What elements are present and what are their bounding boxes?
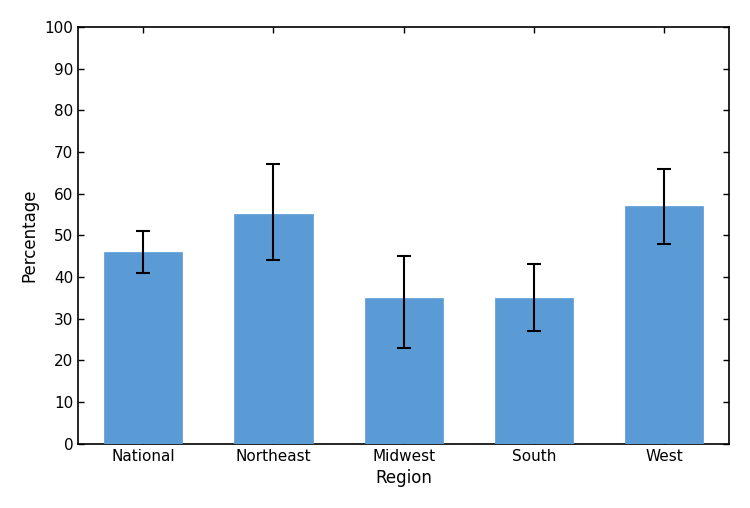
Bar [104, 252, 182, 444]
Bar [364, 298, 442, 444]
Y-axis label: Percentage: Percentage [21, 188, 39, 282]
X-axis label: Region: Region [375, 469, 432, 487]
Bar [234, 214, 313, 444]
Bar [495, 298, 573, 444]
Bar [625, 206, 704, 444]
